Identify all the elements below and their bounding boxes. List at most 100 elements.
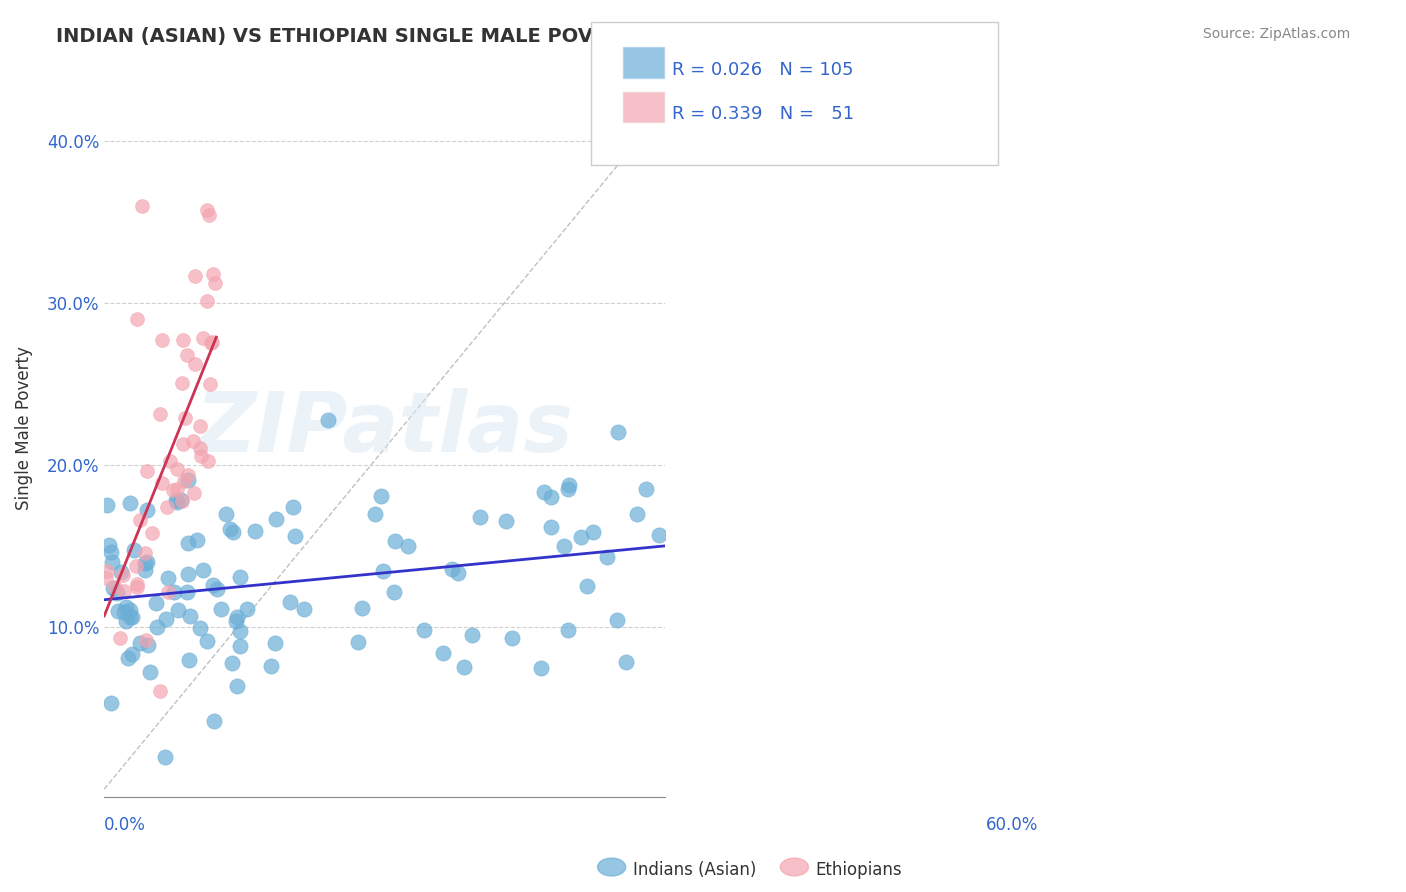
- Ethiopians: [184, 357, 207, 371]
- Indians (Asian): [596, 550, 619, 565]
- Indians (Asian): [112, 606, 135, 620]
- Ethiopians: [183, 485, 205, 500]
- Indians (Asian): [155, 612, 177, 626]
- Ethiopians: [156, 500, 179, 514]
- Ethiopians: [149, 684, 172, 698]
- Indians (Asian): [107, 604, 129, 618]
- Indians (Asian): [440, 562, 463, 576]
- Indians (Asian): [364, 508, 387, 522]
- Indians (Asian): [226, 609, 249, 624]
- Indians (Asian): [540, 490, 562, 504]
- Indians (Asian): [218, 522, 240, 536]
- Ethiopians: [166, 461, 188, 475]
- Indians (Asian): [370, 489, 392, 503]
- Indians (Asian): [139, 665, 162, 679]
- Ethiopians: [173, 474, 195, 488]
- Indians (Asian): [120, 496, 142, 510]
- Ethiopians: [162, 483, 184, 498]
- Indians (Asian): [177, 567, 200, 582]
- Indians (Asian): [214, 507, 236, 521]
- Ethiopians: [177, 467, 200, 482]
- Indians (Asian): [413, 624, 436, 638]
- Indians (Asian): [626, 507, 648, 521]
- Indians (Asian): [179, 653, 201, 667]
- Indians (Asian): [135, 503, 157, 517]
- Ethiopians: [172, 436, 194, 450]
- Ethiopians: [112, 583, 135, 598]
- Indians (Asian): [207, 582, 229, 597]
- Ethiopians: [183, 434, 205, 448]
- Indians (Asian): [166, 494, 188, 508]
- Indians (Asian): [614, 655, 637, 669]
- Indians (Asian): [115, 615, 138, 629]
- Indians (Asian): [121, 610, 143, 624]
- Indians (Asian): [352, 601, 374, 615]
- Indians (Asian): [495, 515, 517, 529]
- Text: R = 0.339   N =   51: R = 0.339 N = 51: [672, 105, 855, 123]
- Indians (Asian): [226, 679, 249, 693]
- Indians (Asian): [100, 545, 122, 559]
- Indians (Asian): [396, 539, 419, 553]
- Ethiopians: [150, 476, 173, 491]
- Indians (Asian): [558, 478, 581, 492]
- Text: 60.0%: 60.0%: [986, 815, 1038, 834]
- Indians (Asian): [571, 530, 593, 544]
- Ethiopians: [188, 441, 211, 455]
- Indians (Asian): [188, 621, 211, 635]
- Text: Indians (Asian): Indians (Asian): [633, 861, 756, 879]
- Ethiopians: [184, 269, 207, 284]
- Indians (Asian): [202, 714, 225, 728]
- Indians (Asian): [166, 603, 188, 617]
- Indians (Asian): [165, 493, 187, 508]
- Text: Ethiopians: Ethiopians: [815, 861, 903, 879]
- Indians (Asian): [103, 581, 125, 595]
- Indians (Asian): [530, 661, 553, 675]
- Indians (Asian): [235, 602, 257, 616]
- Ethiopians: [94, 571, 117, 585]
- Indians (Asian): [292, 601, 315, 615]
- Indians (Asian): [557, 483, 579, 497]
- Ethiopians: [134, 546, 156, 560]
- Indians (Asian): [264, 636, 287, 650]
- Indians (Asian): [229, 639, 252, 653]
- Indians (Asian): [209, 602, 232, 616]
- Indians (Asian): [225, 614, 247, 628]
- Indians (Asian): [195, 634, 218, 648]
- Indians (Asian): [186, 533, 208, 548]
- Indians (Asian): [347, 635, 370, 649]
- Indians (Asian): [177, 473, 200, 487]
- Ethiopians: [128, 514, 150, 528]
- Text: 0.0%: 0.0%: [104, 815, 146, 834]
- Text: R = 0.026   N = 105: R = 0.026 N = 105: [672, 61, 853, 78]
- Indians (Asian): [162, 585, 184, 599]
- Indians (Asian): [533, 485, 555, 500]
- Indians (Asian): [201, 577, 224, 591]
- Ethiopians: [176, 348, 198, 362]
- Indians (Asian): [157, 571, 180, 585]
- Ethiopians: [198, 208, 221, 222]
- Indians (Asian): [553, 539, 575, 553]
- Indians (Asian): [260, 659, 283, 673]
- Ethiopians: [195, 202, 218, 217]
- Indians (Asian): [193, 563, 215, 577]
- Ethiopians: [174, 411, 197, 425]
- Ethiopians: [135, 633, 157, 648]
- Indians (Asian): [373, 564, 395, 578]
- Ethiopians: [157, 585, 180, 599]
- Indians (Asian): [281, 500, 304, 515]
- Indians (Asian): [316, 413, 339, 427]
- Indians (Asian): [221, 657, 243, 671]
- Indians (Asian): [606, 613, 628, 627]
- Ethiopians: [204, 276, 226, 290]
- Ethiopians: [198, 377, 221, 392]
- Ethiopians: [191, 331, 214, 345]
- Text: ZIPatlas: ZIPatlas: [195, 388, 574, 469]
- Ethiopians: [190, 449, 212, 463]
- Indians (Asian): [581, 525, 603, 540]
- Indians (Asian): [606, 425, 628, 440]
- Ethiopians: [125, 558, 148, 573]
- Indians (Asian): [447, 566, 470, 580]
- Indians (Asian): [115, 600, 138, 615]
- Ethiopians: [172, 376, 194, 390]
- Indians (Asian): [470, 509, 492, 524]
